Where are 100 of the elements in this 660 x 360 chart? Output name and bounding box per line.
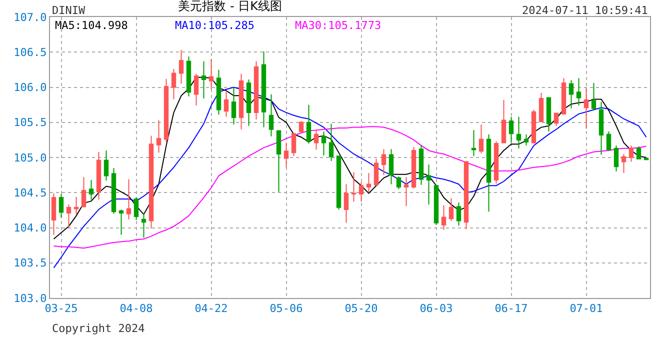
candlestick bbox=[456, 202, 462, 226]
chart-title: 美元指数 - 日K线图 bbox=[178, 0, 282, 14]
x-tick-label: 05-06 bbox=[270, 302, 303, 316]
candlestick bbox=[238, 73, 244, 130]
y-tick-label: 105.5 bbox=[14, 116, 47, 130]
candlestick bbox=[374, 158, 379, 186]
candlestick bbox=[591, 82, 596, 110]
x-tick-label: 03-25 bbox=[44, 302, 78, 316]
candlestick bbox=[576, 78, 582, 106]
x-tick-label: 06-03 bbox=[420, 302, 453, 316]
candlestick bbox=[291, 133, 296, 157]
candlestick bbox=[96, 151, 102, 200]
line-series bbox=[53, 76, 647, 240]
candlestick bbox=[358, 182, 364, 202]
candlestick bbox=[516, 116, 522, 149]
candlestick bbox=[246, 79, 252, 126]
candlestick bbox=[171, 68, 176, 100]
candlestick bbox=[628, 145, 634, 162]
x-tick-label: 06-17 bbox=[494, 302, 528, 316]
candlestick bbox=[194, 73, 199, 106]
candlestick bbox=[156, 120, 162, 154]
text: Copyright 2024 bbox=[52, 322, 146, 335]
candlestick bbox=[621, 153, 626, 174]
y-tick-label: 107.0 bbox=[14, 10, 47, 24]
candlestick bbox=[546, 97, 552, 132]
candlestick bbox=[186, 56, 192, 97]
candlestick bbox=[568, 80, 574, 109]
candlestick bbox=[606, 131, 612, 151]
candlestick bbox=[464, 160, 469, 230]
candlestick bbox=[344, 184, 349, 224]
candlestick bbox=[216, 69, 222, 116]
x-tick-label: 04-08 bbox=[120, 302, 153, 316]
text: MA30:105.1773 bbox=[295, 19, 382, 32]
candlestick bbox=[531, 109, 536, 144]
candlestick bbox=[164, 78, 169, 143]
candlestick bbox=[381, 148, 386, 176]
text: MA10:105.285 bbox=[175, 19, 254, 32]
candlestick bbox=[486, 134, 492, 212]
candlestick bbox=[336, 156, 342, 210]
candlestick bbox=[584, 87, 589, 130]
x-tick-label: 07-01 bbox=[570, 302, 603, 316]
candlestick bbox=[598, 102, 604, 156]
x-tick-label: 05-20 bbox=[344, 302, 378, 316]
candlestick bbox=[554, 112, 559, 126]
y-tick-label: 104.0 bbox=[14, 222, 47, 235]
candlestick bbox=[58, 194, 64, 218]
candlestick bbox=[426, 164, 432, 206]
candlestick bbox=[328, 123, 334, 162]
candlestick bbox=[471, 130, 476, 157]
candlestick bbox=[614, 145, 619, 172]
text: MA5:104.998 bbox=[55, 19, 128, 32]
candlestick bbox=[134, 197, 139, 221]
candlestick bbox=[366, 172, 372, 194]
y-tick-label: 105.0 bbox=[14, 151, 47, 164]
candlestick bbox=[261, 50, 266, 128]
annotation: DINIW bbox=[52, 4, 86, 17]
candlestick bbox=[478, 124, 484, 154]
candlestick bbox=[494, 140, 499, 184]
candlestick bbox=[66, 204, 72, 228]
line-series bbox=[53, 86, 647, 268]
candlestick bbox=[104, 150, 109, 182]
candlestick bbox=[636, 146, 642, 160]
candlestick bbox=[306, 104, 312, 144]
candlestick bbox=[276, 130, 282, 192]
candlestick bbox=[201, 60, 206, 99]
candlestick bbox=[508, 116, 514, 144]
candlestick bbox=[538, 92, 544, 122]
y-tick-label: 103.0 bbox=[14, 292, 47, 305]
candlestick bbox=[88, 179, 94, 200]
y-tick-label: 106.0 bbox=[14, 81, 47, 94]
candlestick bbox=[51, 192, 56, 236]
candlestick bbox=[224, 90, 229, 118]
annotation: 2024-07-11 10:59:41 bbox=[522, 4, 648, 17]
candlestick bbox=[441, 204, 446, 230]
candlestick bbox=[148, 135, 154, 229]
candlestick bbox=[448, 198, 454, 222]
candlestick bbox=[388, 148, 394, 185]
candlestick bbox=[434, 185, 439, 226]
candlestick bbox=[351, 172, 356, 202]
candlestick bbox=[231, 86, 236, 125]
candlestick bbox=[81, 176, 86, 208]
candlestick bbox=[321, 131, 326, 156]
candlestick bbox=[644, 158, 649, 160]
candlestick bbox=[411, 146, 416, 189]
candlestick bbox=[524, 134, 529, 146]
candlestick bbox=[141, 212, 146, 238]
candlestick bbox=[561, 78, 566, 114]
candlestick bbox=[396, 176, 402, 190]
candlestick bbox=[418, 144, 424, 186]
candlestick bbox=[118, 208, 124, 236]
candlestick bbox=[208, 58, 214, 90]
candlestick bbox=[284, 142, 289, 168]
candlestick bbox=[126, 178, 132, 220]
candlestick bbox=[254, 60, 259, 120]
candlestick bbox=[268, 94, 274, 137]
candlestick bbox=[404, 176, 409, 206]
candlestick bbox=[74, 196, 79, 215]
candlestick bbox=[501, 99, 506, 144]
candlestick bbox=[178, 50, 184, 84]
candlestick bbox=[314, 130, 319, 150]
